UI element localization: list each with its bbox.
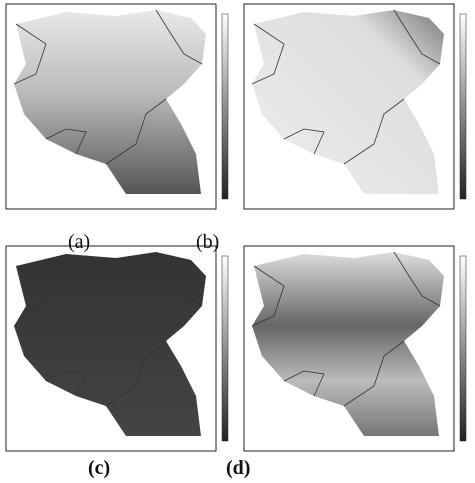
panel-a (5, 3, 229, 210)
panel-b (243, 3, 467, 210)
colorbar (221, 13, 229, 200)
panel-label: (c) (88, 457, 110, 479)
panel-label: (a) (68, 231, 90, 253)
panel-c (5, 245, 229, 452)
colorbar (459, 13, 467, 200)
panel-label: (d) (226, 457, 250, 479)
colorbar (221, 255, 229, 442)
panel-label: (b) (196, 231, 219, 253)
colorbar (459, 255, 467, 442)
panel-d (243, 245, 467, 452)
